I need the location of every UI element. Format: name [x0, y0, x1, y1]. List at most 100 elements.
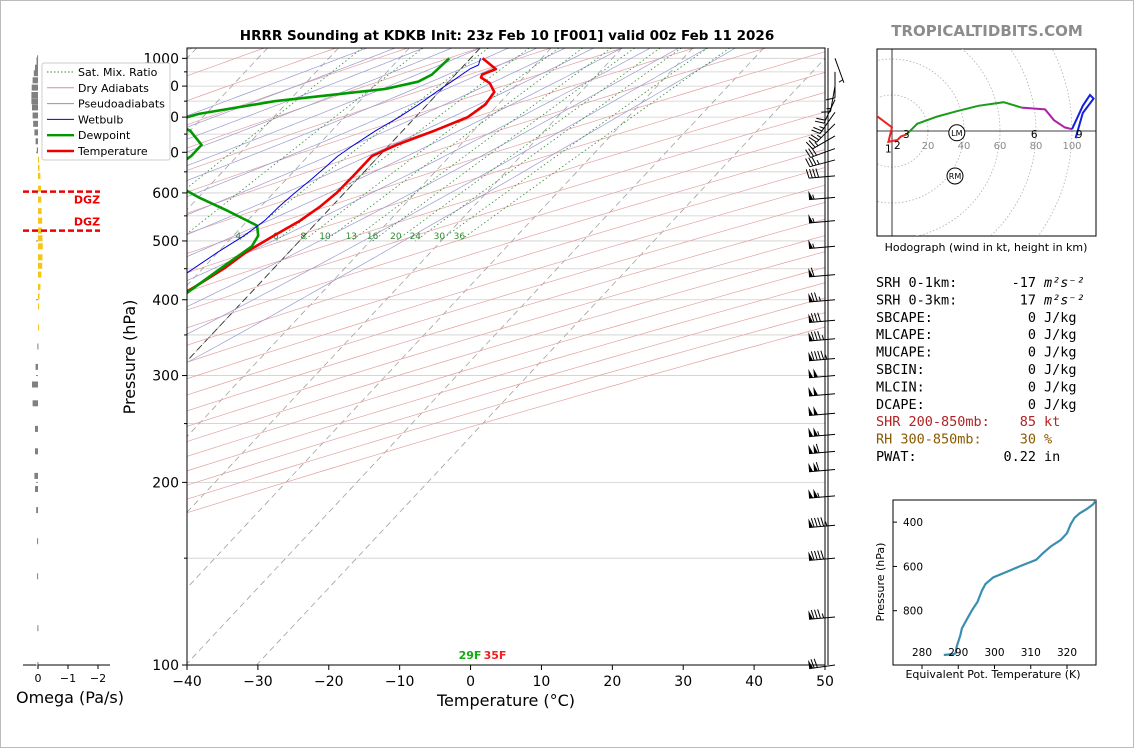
barb-full [810, 313, 815, 323]
barb-flag [813, 368, 819, 378]
theta-e-plot-area [943, 500, 1096, 657]
barb-flag [813, 444, 819, 454]
legend-label: Wetbulb [78, 113, 123, 126]
omega-bar [38, 208, 42, 215]
omega-bar [38, 283, 41, 290]
omega-bar [34, 472, 38, 479]
parameter-value: 0 [1028, 362, 1036, 378]
x-tick-label: 10 [533, 674, 551, 690]
barb-flag [813, 406, 819, 416]
parameter-value: 85 [1020, 414, 1036, 430]
wind-barb [808, 331, 836, 342]
barb-flag [808, 267, 814, 277]
dry-adiabat [187, 71, 825, 274]
omega-bar [32, 77, 38, 84]
wind-barb [808, 123, 836, 143]
mixing-ratio-line [324, 48, 583, 242]
barb-full [825, 97, 836, 101]
dry-adiabat [187, 48, 624, 193]
parameter-value: 0.22 [1003, 449, 1036, 465]
pseudoadiabat [187, 48, 396, 128]
dry-adiabat [187, 111, 825, 311]
omega-bar [35, 425, 38, 432]
barb-full [814, 312, 818, 322]
omega-bar [38, 164, 40, 171]
dry-adiabat [187, 251, 825, 442]
barb-half [819, 126, 824, 129]
omega-bar [38, 156, 39, 163]
mixing-ratio-label: 10 [319, 232, 331, 242]
barb-full [808, 157, 814, 167]
hodograph-trace [1021, 106, 1073, 131]
omega-bar [38, 185, 41, 192]
barb-full [805, 141, 813, 150]
omega-bar [37, 538, 39, 545]
theta-e-x-tick-label: 320 [1057, 647, 1077, 659]
theta-e-y-tick-label: 600 [903, 561, 923, 573]
x-tick-label: −10 [385, 674, 415, 690]
barb-staff [810, 148, 836, 158]
omega-bar [32, 112, 38, 119]
pseudoadiabat [187, 48, 453, 153]
barb-half [824, 354, 828, 360]
parameter-label: MLCAPE: [876, 327, 933, 343]
barb-staff [816, 123, 836, 143]
barb-full [814, 609, 818, 619]
barb-full [810, 267, 815, 277]
barb-staff [809, 469, 836, 473]
mixing-ratio-line [302, 48, 560, 242]
barb-full [810, 609, 815, 619]
barb-half [818, 296, 821, 302]
theta-e-x-tick-label: 290 [948, 647, 968, 659]
barb-staff [809, 393, 836, 397]
dry-adiabat [187, 48, 480, 149]
wind-barb [808, 427, 836, 438]
mixing-ratio-line [187, 48, 424, 235]
barb-full [817, 517, 821, 527]
omega-bar [38, 293, 40, 300]
omega-bar [34, 129, 38, 136]
barb-staff [819, 111, 836, 134]
parameter-value: 0 [1028, 310, 1036, 326]
theta-e-x-tick-label: 300 [984, 647, 1004, 659]
theta-e-x-tick-label: 280 [912, 647, 932, 659]
hodograph-height-label: 2 [894, 140, 901, 152]
wind-barb [805, 156, 836, 168]
barb-full [808, 136, 817, 143]
barb-staff [809, 175, 836, 179]
barb-half [817, 492, 820, 498]
wind-barb [825, 71, 836, 101]
wind-barb [808, 292, 836, 303]
parameter-value: 17 [1020, 292, 1036, 308]
mixing-ratio-line [415, 48, 682, 242]
barb-full [814, 120, 825, 124]
parameter-value: 30 [1020, 432, 1036, 448]
mixing-ratio-label: 36 [454, 232, 466, 242]
barb-flag [808, 518, 814, 528]
pseudoadiabat [187, 48, 367, 117]
y-tick-label: 500 [152, 234, 179, 250]
theta-e-frame [892, 499, 1097, 666]
y-tick-label: 100 [152, 658, 179, 674]
barb-full [808, 140, 816, 148]
barb-staff [809, 358, 836, 362]
omega-bar [35, 486, 38, 492]
barb-half [816, 159, 820, 165]
profile-wetbulb [187, 58, 481, 274]
barb-full [808, 148, 814, 157]
barb-flag [808, 462, 814, 472]
parameter-value: 0 [1028, 397, 1036, 413]
omega-bar [37, 625, 39, 632]
mixing-ratio-line [459, 48, 730, 242]
wind-barbs [805, 48, 845, 670]
barb-full [811, 129, 821, 134]
barb-flag [808, 313, 814, 323]
omega-bar [37, 343, 39, 350]
legend-label: Dewpoint [78, 129, 131, 142]
barb-staff [809, 664, 836, 670]
wind-barb [808, 550, 836, 561]
wind-barb [808, 488, 836, 499]
mixing-ratio-label: 16 [367, 232, 379, 242]
barb-flag [808, 239, 814, 249]
theta-e-x-tick-label: 310 [1021, 647, 1041, 659]
